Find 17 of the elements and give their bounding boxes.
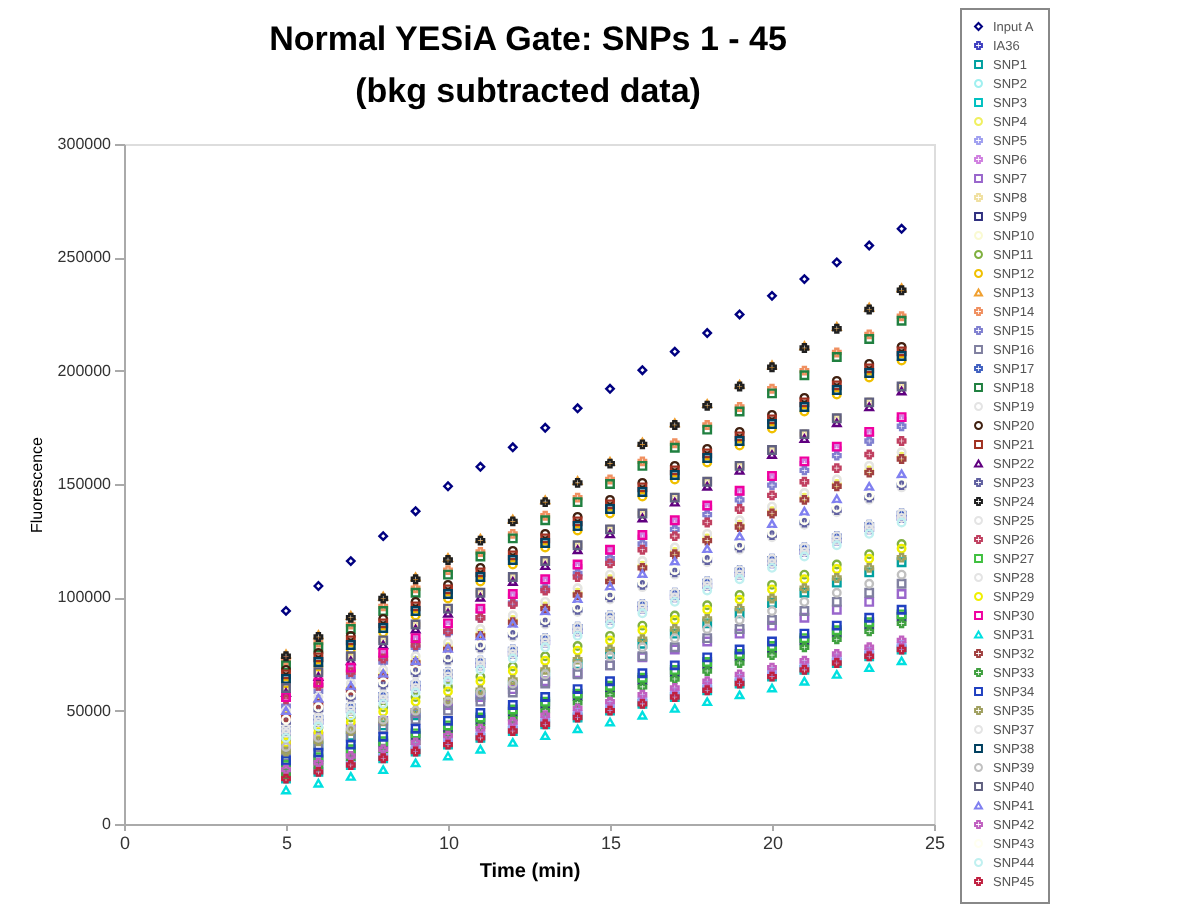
x-tick-label: 25 [924,833,946,853]
x-tick-label: 15 [600,833,622,853]
y-tick-label: 50000 [66,701,113,720]
x-tick-label: 10 [438,833,460,853]
y-tick-label: 300000 [57,135,113,153]
chart-subtitle: (bkg subtracted data) [355,72,701,110]
x-tick-label: 20 [762,833,784,853]
y-tick-label: 100000 [57,588,113,607]
y-axis-title: Fluorescence [27,435,46,534]
x-axis-title: Time (min) [479,861,581,883]
x-tick-label: 0 [119,833,131,853]
chart-title: Normal YESiA Gate: SNPs 1 - 45 [269,20,787,58]
x-tick-label: 5 [281,833,293,853]
y-tick-label: 0 [102,815,113,833]
y-tick-label: 250000 [57,248,113,267]
y-tick-label: 150000 [57,475,113,493]
y-tick-label: 200000 [57,361,113,380]
